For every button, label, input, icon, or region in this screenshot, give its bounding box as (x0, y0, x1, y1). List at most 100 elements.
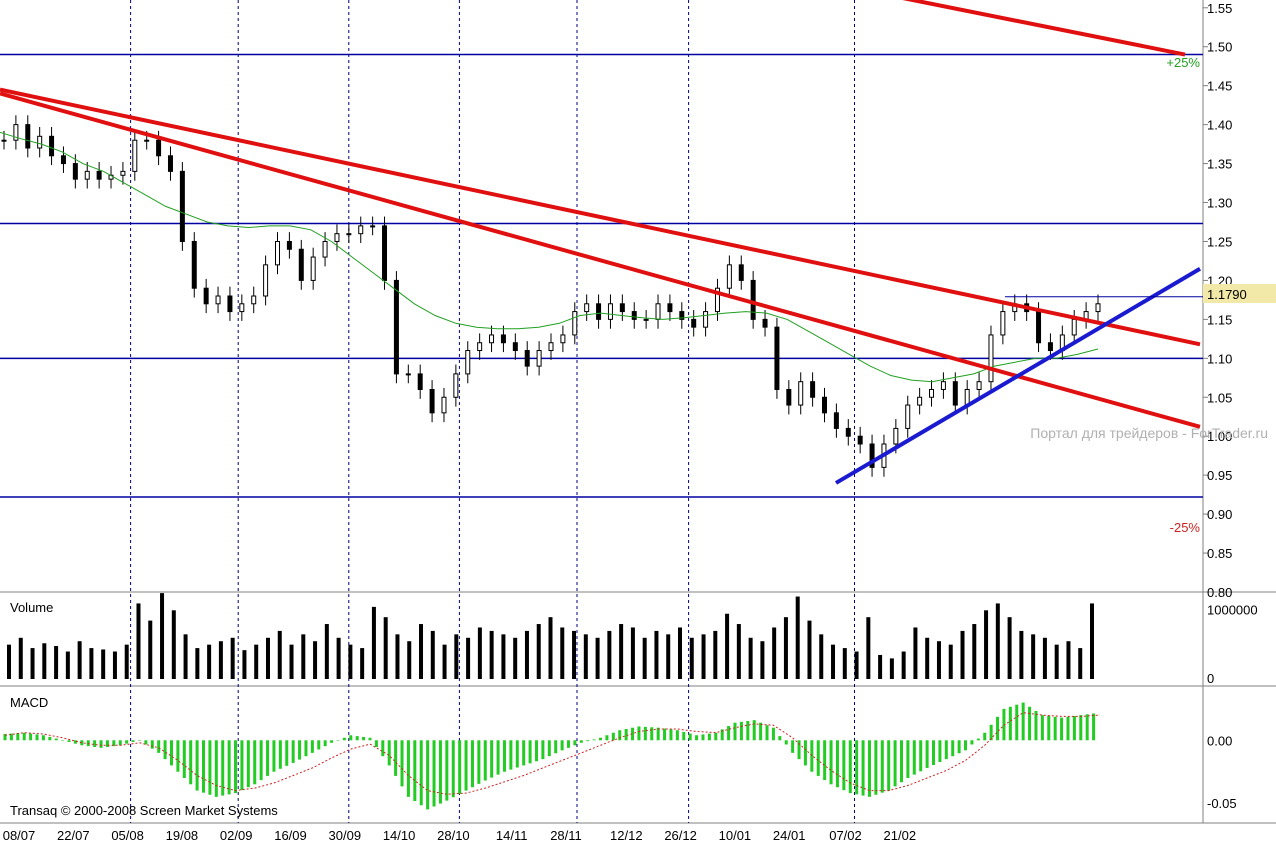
candle-body (215, 295, 221, 305)
candle-body (346, 233, 352, 236)
volume-bar (501, 634, 506, 679)
macd-bar (137, 740, 141, 741)
macd-bar (848, 740, 852, 794)
macd-bar (1028, 706, 1032, 741)
macd-bar (567, 740, 571, 748)
vertical-markers (130, 0, 855, 823)
candle-body (857, 435, 863, 445)
macd-bar (727, 726, 731, 741)
macd-bar (964, 740, 968, 751)
volume-bar (1054, 644, 1059, 679)
volume-bar (101, 649, 106, 679)
volume-bar (430, 630, 435, 679)
volume-bar (548, 617, 553, 679)
red-trendline (0, 91, 1201, 429)
macd-bar (259, 740, 263, 781)
macd-bar (208, 740, 212, 795)
candle-body (275, 240, 280, 266)
minus-25-label: -25% (1170, 520, 1201, 535)
volume-bar (1066, 641, 1071, 679)
macd-bar (957, 740, 961, 754)
macd-bar (246, 740, 250, 788)
volume-bar (807, 620, 812, 679)
macd-tick-label: 0.00 (1207, 733, 1232, 748)
date-tick-label: 14/11 (496, 828, 528, 843)
volume-bar (336, 637, 341, 679)
candles (1, 115, 1101, 477)
macd-bar (573, 740, 577, 746)
volume-bar (1090, 603, 1094, 679)
macd-bar (989, 724, 993, 741)
macd-bar (387, 740, 391, 766)
macd-bar (253, 740, 257, 785)
candle-body (786, 388, 792, 406)
date-tick-label: 30/09 (329, 828, 362, 843)
macd-bar (695, 735, 699, 741)
macd-bar (368, 737, 372, 741)
candle-body (191, 240, 197, 289)
candle-body (655, 303, 661, 320)
macd-bar (41, 735, 45, 741)
macd-bar (272, 740, 276, 772)
price-tick-label: 1.40 (1207, 118, 1232, 133)
volume-bar (960, 630, 965, 679)
macd-bar (48, 736, 52, 741)
macd-bar (631, 727, 635, 741)
date-tick-label: 26/12 (664, 828, 697, 843)
volume-bar (230, 637, 235, 679)
volume-bar (89, 648, 94, 679)
macd-bar (470, 740, 474, 788)
volume-bar (54, 646, 59, 679)
macd-bar (1034, 710, 1038, 741)
red-trendline (0, 87, 1201, 347)
macd-bar (73, 740, 77, 744)
macd-bar (464, 740, 468, 791)
macd-bar (3, 734, 7, 741)
candle-body (536, 350, 542, 367)
volume-bar (454, 634, 459, 679)
macd-bar (554, 740, 558, 754)
macd-bar (983, 732, 987, 741)
macd-bar (374, 740, 378, 747)
macd-bar (1040, 715, 1044, 741)
volume-bar (395, 634, 400, 679)
macd-bar (643, 726, 647, 741)
candle-body (596, 303, 602, 320)
volume-bar (489, 630, 494, 679)
candle-body (1036, 311, 1042, 344)
volume-bar (112, 651, 117, 679)
macd-bar (1060, 717, 1064, 741)
candle-body (263, 264, 269, 297)
macd-bar (951, 740, 955, 757)
macd-bar (515, 740, 519, 768)
macd-bar (912, 740, 916, 775)
candle-body (714, 287, 720, 313)
macd-bar (394, 740, 398, 776)
volume-bar (913, 627, 918, 679)
macd-bar (445, 740, 449, 801)
macd-bar (534, 740, 538, 762)
macd-bar (855, 740, 859, 795)
macd-bar (1021, 702, 1025, 741)
macd-bar (599, 737, 603, 741)
volume-bar (572, 630, 577, 679)
candle-body (750, 279, 756, 320)
macd-bar (1072, 715, 1076, 741)
macd-bar (835, 740, 839, 788)
volume-bars (7, 593, 1094, 679)
volume-bar (124, 644, 129, 679)
macd-bar (547, 740, 551, 757)
macd-bar (810, 740, 814, 772)
price-tick-label: 1.25 (1207, 234, 1232, 249)
macd-bar (362, 736, 366, 741)
macd-bar (278, 740, 282, 769)
macd-bar (765, 725, 769, 741)
price-tick-label: 1.00 (1207, 429, 1232, 444)
price-tick-label: 0.80 (1207, 585, 1232, 600)
volume-bar (783, 617, 788, 679)
macd-bar (490, 740, 494, 778)
candle-body (227, 295, 233, 313)
macd-bar (944, 740, 948, 760)
candle-body (489, 334, 495, 344)
